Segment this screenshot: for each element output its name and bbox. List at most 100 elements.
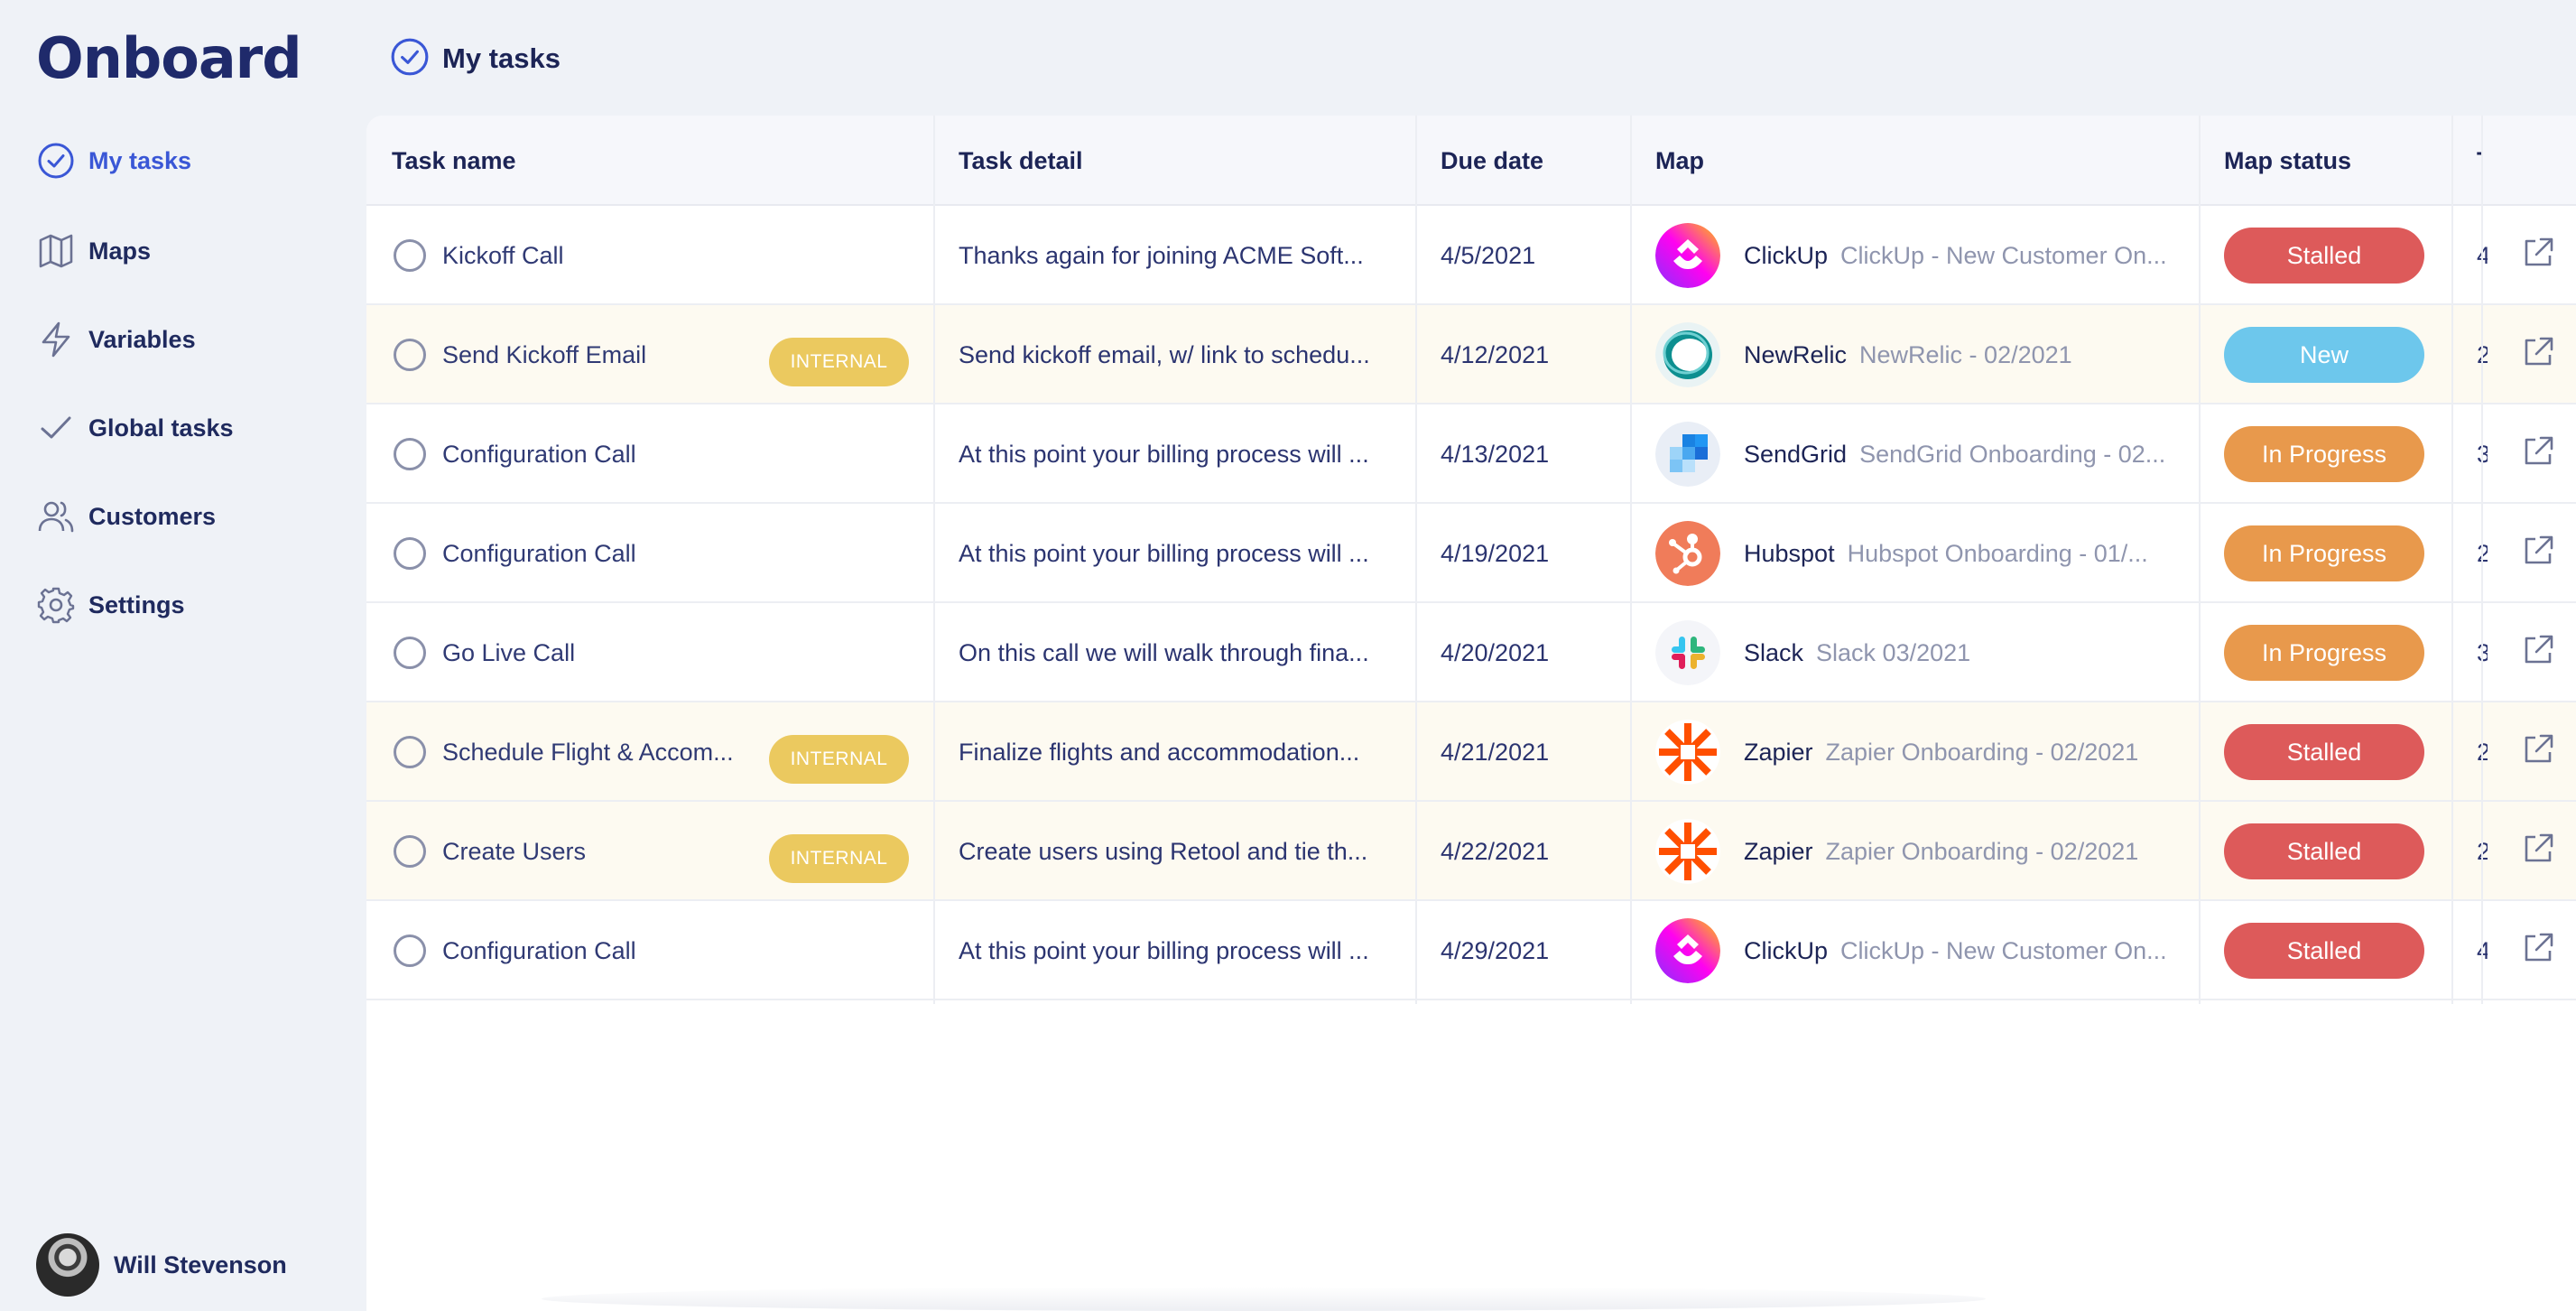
due-date-cell: 4/19/2021 [1441, 504, 1621, 603]
status-badge[interactable]: Stalled [2224, 228, 2424, 284]
task-complete-checkbox[interactable] [394, 438, 426, 470]
map-cell[interactable]: SendGrid SendGrid Onboarding - 02... [1655, 404, 2188, 504]
map-name[interactable]: Hubspot [1744, 539, 1835, 567]
task-complete-checkbox[interactable] [394, 339, 426, 371]
sidebar-item-label: Variables [88, 325, 196, 353]
map-name[interactable]: ClickUp [1744, 936, 1829, 964]
task-name[interactable]: Schedule Flight & Accom... [442, 738, 734, 766]
open-external-button[interactable] [2511, 206, 2565, 305]
column-header-map[interactable]: Map [1655, 146, 1704, 174]
sidebar-item-maps[interactable]: Maps [36, 226, 343, 276]
map-subtitle: NewRelic - 02/2021 [1859, 340, 2072, 368]
task-complete-checkbox[interactable] [394, 239, 426, 272]
table-row[interactable]: Schedule Flight & Accom... INTERNAL Finali… [366, 702, 2576, 802]
open-external-button[interactable] [2511, 504, 2565, 603]
app-logo[interactable]: Onboard [36, 25, 302, 91]
zapier-logo-icon [1655, 720, 1720, 785]
map-cell[interactable]: Hubspot Hubspot Onboarding - 01/... [1655, 504, 2188, 603]
hubspot-logo-icon [1655, 521, 1720, 586]
map-name[interactable]: Slack [1744, 638, 1804, 666]
column-header-map-status[interactable]: Map status [2224, 146, 2352, 174]
map-name[interactable]: NewRelic [1744, 340, 1848, 368]
task-name[interactable]: Go Live Call [442, 638, 576, 666]
status-badge[interactable]: In Progress [2224, 426, 2424, 482]
status-badge[interactable]: In Progress [2224, 525, 2424, 581]
task-name[interactable]: Configuration Call [442, 440, 636, 468]
due-date: 4/5/2021 [1441, 241, 1536, 269]
map-status-cell: New [2224, 305, 2441, 404]
sidebar-item-customers[interactable]: Customers [36, 491, 343, 542]
task-complete-checkbox[interactable] [394, 537, 426, 570]
map-cell[interactable]: Slack Slack 03/2021 [1655, 603, 2188, 702]
due-date-cell: 4/13/2021 [1441, 404, 1621, 504]
table-row[interactable]: Configuration Call At this point your bil… [366, 901, 2576, 1000]
task-name-cell: Kickoff Call [394, 206, 755, 305]
task-complete-checkbox[interactable] [394, 736, 426, 768]
map-name[interactable]: Zapier [1744, 837, 1813, 865]
external-link-icon [2519, 631, 2557, 675]
table-header: Task name Task detail Due date Map Map s… [366, 116, 2576, 206]
open-external-button[interactable] [2511, 802, 2565, 901]
column-divider [933, 116, 935, 1004]
open-external-button[interactable] [2511, 305, 2565, 404]
map-name[interactable]: SendGrid [1744, 440, 1848, 468]
open-external-button[interactable] [2511, 901, 2565, 1000]
task-complete-checkbox[interactable] [394, 637, 426, 669]
avatar[interactable] [36, 1233, 99, 1297]
table-row[interactable]: Send Kickoff Email INTERNAL Send kickoff e… [366, 305, 2576, 404]
map-name[interactable]: ClickUp [1744, 241, 1829, 269]
task-name[interactable]: Kickoff Call [442, 241, 564, 269]
task-detail: At this point your billing process will … [959, 936, 1369, 964]
map-status-cell: In Progress [2224, 603, 2441, 702]
status-badge[interactable]: Stalled [2224, 923, 2424, 979]
map-cell[interactable]: ClickUp ClickUp - New Customer On... [1655, 901, 2188, 1000]
task-complete-checkbox[interactable] [394, 934, 426, 967]
internal-badge: INTERNAL [769, 338, 909, 386]
task-detail-cell: At this point your billing process will … [959, 504, 1394, 603]
task-name-cell: Schedule Flight & Accom... [394, 702, 755, 802]
open-external-button[interactable] [2511, 702, 2565, 802]
column-header-task-detail[interactable]: Task detail [959, 146, 1083, 174]
column-header-due-date[interactable]: Due date [1441, 146, 1544, 174]
sidebar-item-label: Global tasks [88, 414, 234, 442]
task-detail: At this point your billing process will … [959, 539, 1369, 567]
status-badge[interactable]: Stalled [2224, 724, 2424, 780]
task-name[interactable]: Configuration Call [442, 936, 636, 964]
map-cell[interactable]: Zapier Zapier Onboarding - 02/2021 [1655, 702, 2188, 802]
column-header-truncated[interactable]: T [2451, 116, 2482, 206]
sidebar-item-global-tasks[interactable]: Global tasks [36, 403, 343, 453]
due-date-cell: 4/21/2021 [1441, 702, 1621, 802]
sendgrid-logo-icon [1655, 422, 1720, 487]
sidebar-item-settings[interactable]: Settings [36, 580, 343, 630]
task-name[interactable]: Create Users [442, 837, 587, 865]
map-name[interactable]: Zapier [1744, 738, 1813, 766]
map-cell[interactable]: Zapier Zapier Onboarding - 02/2021 [1655, 802, 2188, 901]
task-name[interactable]: Send Kickoff Email [442, 340, 647, 368]
table-row[interactable]: Create Users INTERNAL Create users using R… [366, 802, 2576, 901]
tasks-table: Task name Task detail Due date Map Map s… [366, 116, 2576, 1311]
task-complete-checkbox[interactable] [394, 835, 426, 868]
task-name[interactable]: Configuration Call [442, 539, 636, 567]
status-badge[interactable]: In Progress [2224, 625, 2424, 681]
table-row[interactable]: Kickoff Call Thanks again for joining ACM… [366, 206, 2576, 305]
map-cell[interactable]: NewRelic NewRelic - 02/2021 [1655, 305, 2188, 404]
map-cell[interactable]: ClickUp ClickUp - New Customer On... [1655, 206, 2188, 305]
column-divider [1415, 116, 1417, 1004]
status-badge[interactable]: Stalled [2224, 823, 2424, 879]
sidebar-item-variables[interactable]: Variables [36, 314, 343, 365]
task-detail-cell: Create users using Retool and tie th... [959, 802, 1394, 901]
sidebar-item-my-tasks[interactable]: My tasks [36, 135, 343, 186]
table-row[interactable]: Go Live Call On this call we will walk th… [366, 603, 2576, 702]
due-date: 4/20/2021 [1441, 638, 1550, 666]
table-row[interactable]: Configuration Call At this point your bil… [366, 404, 2576, 504]
status-badge[interactable]: New [2224, 327, 2424, 383]
page-header: My tasks [390, 36, 561, 81]
user-profile[interactable]: Will Stevenson [36, 1232, 287, 1297]
zapier-logo-icon [1655, 819, 1720, 884]
open-external-button[interactable] [2511, 404, 2565, 504]
task-detail: At this point your billing process will … [959, 440, 1369, 468]
sidebar: Onboard My tasks Maps Variables Global t… [0, 0, 366, 1311]
table-row[interactable]: Configuration Call At this point your bil… [366, 504, 2576, 603]
open-external-button[interactable] [2511, 603, 2565, 702]
column-header-task-name[interactable]: Task name [392, 146, 516, 174]
